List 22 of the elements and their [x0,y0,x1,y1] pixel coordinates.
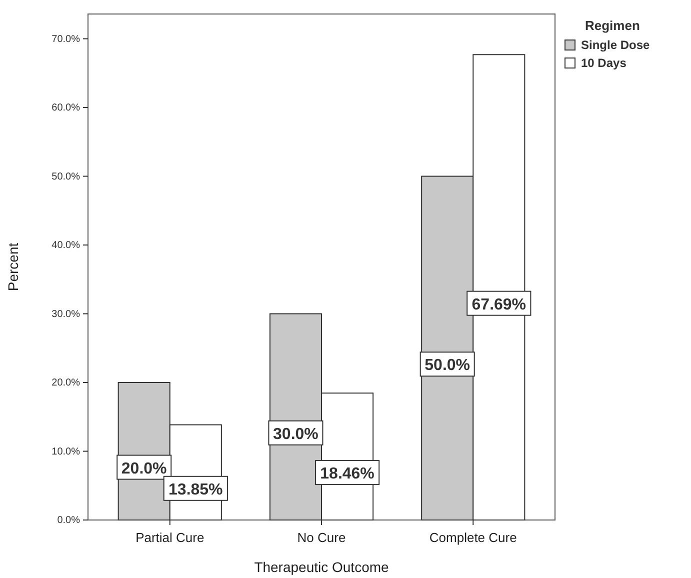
y-tick-label: 30.0% [52,308,80,320]
y-tick-label: 40.0% [52,240,80,252]
data-label: 18.46% [320,466,374,483]
data-label: 20.0% [121,460,167,478]
legend-title: Regimen [585,18,640,33]
y-tick-label: 70.0% [52,34,80,45]
y-tick-label: 50.0% [52,171,80,182]
y-axis-title: Percent [5,242,21,292]
y-tick-label: 60.0% [52,102,80,114]
y-tick-label: 20.0% [52,378,80,389]
legend-label: 10 Days [581,56,627,70]
x-axis-title: Therapeutic Outcome [254,559,390,575]
data-label: 30.0% [273,426,318,443]
data-label: 13.85% [168,481,223,498]
x-tick-label: Complete Cure [429,530,517,545]
x-tick-label: Partial Cure [136,530,204,545]
x-tick-label: No Cure [297,530,346,545]
y-tick-label: 0.0% [57,515,80,526]
y-tick-label: 10.0% [52,446,80,458]
legend-label: Single Dose [581,38,650,52]
data-label: 50.0% [424,357,470,374]
data-label: 67.69% [472,296,526,314]
